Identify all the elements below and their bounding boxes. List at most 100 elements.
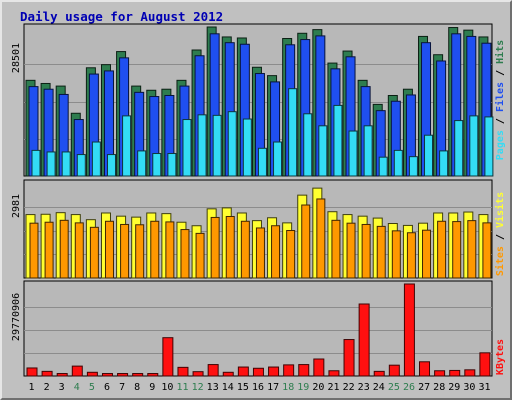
- kbytes-bar: [101, 373, 113, 377]
- x-tick-label: 22: [343, 382, 355, 393]
- kbytes-bar: [434, 370, 446, 377]
- kbytes-bar: [464, 369, 476, 377]
- x-tick-label: 31: [478, 382, 490, 393]
- sites-bar: [180, 229, 190, 279]
- pages-bar: [122, 115, 132, 177]
- sites-bar: [104, 220, 114, 279]
- legend: Sites / Visits: [494, 192, 506, 276]
- kbytes-bar: [26, 367, 38, 377]
- sites-bar: [271, 225, 281, 279]
- x-tick-label: 28: [433, 382, 445, 393]
- pages-bar: [152, 153, 162, 177]
- sites-bar: [240, 220, 250, 279]
- legend: Pages / Files / Hits: [494, 40, 506, 160]
- kbytes-bar: [207, 364, 219, 377]
- legend-separator: /: [495, 64, 506, 82]
- kbytes-bar: [86, 371, 98, 377]
- kbytes-bar: [222, 371, 234, 377]
- pages-bar: [408, 156, 418, 177]
- pages-bar: [318, 125, 328, 177]
- pages-bar: [46, 151, 56, 177]
- sites-bar: [255, 227, 265, 279]
- pages-bar: [212, 114, 222, 177]
- pages-bar: [167, 153, 177, 177]
- legend-visits: Visits: [494, 192, 506, 228]
- chart-bars: [25, 26, 494, 377]
- sites-bar: [44, 221, 54, 279]
- sites-bar: [286, 230, 296, 279]
- kbytes-bar: [71, 365, 83, 377]
- x-tick-label: 25: [388, 382, 400, 393]
- x-tick-label: 15: [237, 382, 249, 393]
- x-tick-label: 6: [104, 382, 110, 393]
- x-tick-label: 30: [463, 382, 475, 393]
- sites-bar: [89, 226, 99, 279]
- kbytes-bar: [192, 371, 204, 377]
- pages-bar: [439, 150, 449, 177]
- pages-bar: [227, 111, 237, 177]
- x-tick-label: 2: [44, 382, 50, 393]
- pages-bar: [363, 125, 373, 177]
- kbytes-bar: [343, 339, 355, 377]
- sites-bar: [361, 223, 371, 279]
- pages-bar: [303, 113, 313, 177]
- pages-bar: [137, 150, 147, 177]
- x-tick-label: 10: [161, 382, 173, 393]
- x-tick-label: 12: [192, 382, 204, 393]
- chart-title: Daily usage for August 2012: [20, 9, 224, 24]
- kbytes-bar: [388, 364, 400, 377]
- x-tick-label: 18: [282, 382, 294, 393]
- x-tick-label: 23: [358, 382, 370, 393]
- x-tick-label: 17: [267, 382, 279, 393]
- kbytes-bar: [177, 366, 189, 377]
- x-tick-label: 27: [418, 382, 430, 393]
- sites-bar: [452, 221, 462, 279]
- pages-bar: [106, 154, 116, 177]
- legend-pages: Pages: [495, 130, 506, 160]
- pages-bar: [197, 114, 207, 177]
- pages-bar: [424, 134, 434, 177]
- pages-bar: [242, 118, 252, 177]
- sites-bar: [150, 220, 160, 279]
- x-tick-label: 8: [134, 382, 140, 393]
- kbytes-bar: [268, 366, 280, 377]
- x-tick-label: 13: [207, 382, 219, 393]
- sites-bar: [316, 198, 326, 279]
- sites-bar: [74, 222, 84, 279]
- kbytes-bar: [373, 370, 385, 377]
- sites-bar: [29, 222, 39, 279]
- sites-bar: [467, 220, 477, 279]
- x-tick-label: 14: [222, 382, 234, 393]
- kbytes-bar: [41, 370, 53, 377]
- pages-bar: [91, 141, 101, 177]
- x-tick-label: 5: [89, 382, 95, 393]
- sites-bar: [135, 224, 145, 279]
- kbytes-bar: [328, 370, 340, 377]
- legend: KBytes: [495, 339, 506, 375]
- legend-hits: Hits: [494, 40, 506, 64]
- sites-bar: [59, 219, 69, 279]
- sites-bar: [406, 232, 416, 279]
- sites-bar: [195, 232, 205, 279]
- kbytes-bar: [298, 364, 310, 377]
- x-tick-label: 16: [252, 382, 264, 393]
- legend-files: Files: [494, 82, 506, 112]
- y-max-label: 2981: [11, 194, 22, 218]
- pages-bar: [454, 120, 464, 177]
- x-tick-label: 11: [176, 382, 188, 393]
- kbytes-bar: [162, 337, 174, 377]
- pages-bar: [378, 156, 388, 177]
- x-tick-label: 19: [297, 382, 309, 393]
- kbytes-bar: [449, 369, 461, 377]
- sites-bar: [346, 222, 356, 279]
- kbytes-bar: [419, 361, 431, 377]
- x-tick-label: 9: [149, 382, 155, 393]
- x-tick-label: 21: [327, 382, 339, 393]
- pages-bar: [61, 151, 71, 177]
- sites-bar: [331, 219, 341, 279]
- kbytes-bar: [479, 352, 491, 377]
- sites-bar: [225, 215, 235, 279]
- pages-bar: [469, 115, 479, 177]
